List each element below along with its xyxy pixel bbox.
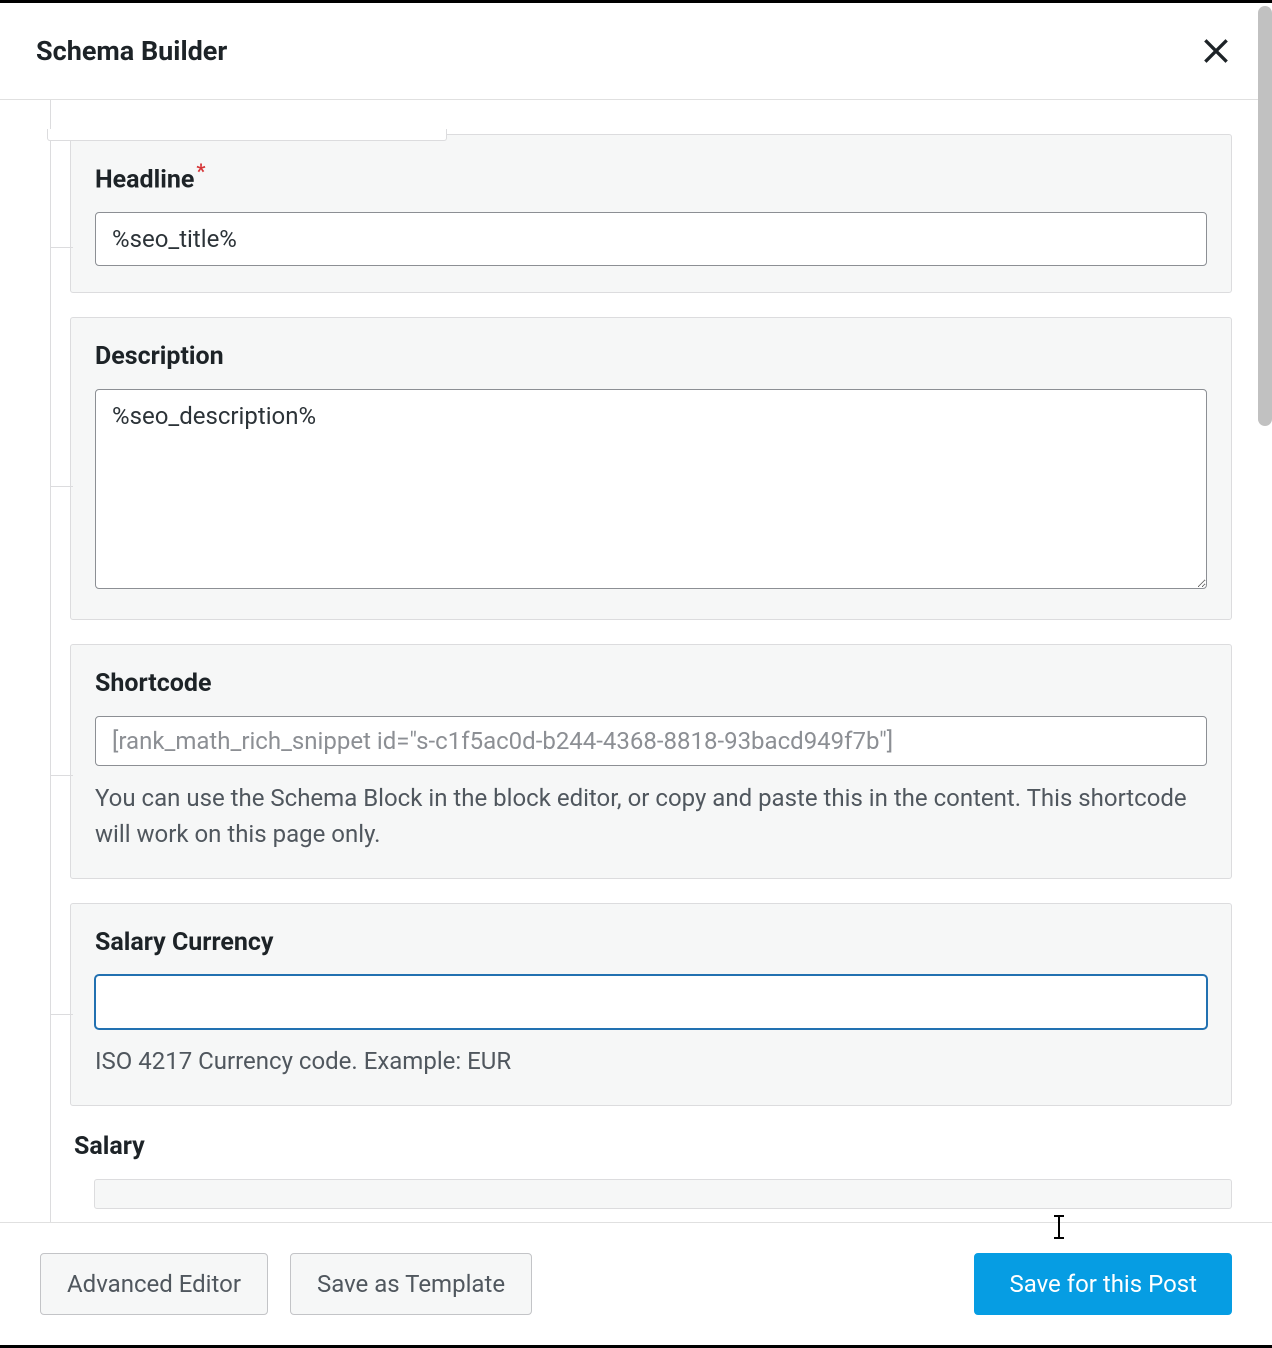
tree-branch (51, 1014, 73, 1015)
scrollbar-thumb[interactable] (1258, 6, 1272, 426)
modal-header: Schema Builder (0, 3, 1272, 100)
salary-currency-field-group: Salary Currency ISO 4217 Currency code. … (70, 903, 1232, 1106)
advanced-editor-button[interactable]: Advanced Editor (40, 1253, 268, 1315)
save-for-post-button[interactable]: Save for this Post (974, 1253, 1232, 1315)
shortcode-field-group: Shortcode You can use the Schema Block i… (70, 644, 1232, 879)
modal-body: Headline* Description %seo_description% … (0, 100, 1272, 1280)
salary-sub-group (94, 1179, 1232, 1209)
tree-branch (51, 775, 73, 776)
save-as-template-button[interactable]: Save as Template (290, 1253, 532, 1315)
close-button[interactable] (1196, 31, 1236, 71)
salary-currency-label: Salary Currency (95, 928, 1207, 957)
tree-line (50, 100, 51, 1280)
shortcode-help-text: You can use the Schema Block in the bloc… (95, 780, 1207, 852)
salary-section: Salary (70, 1132, 1232, 1209)
description-label: Description (95, 342, 1207, 371)
description-field-group: Description %seo_description% (70, 317, 1232, 620)
headline-field-group: Headline* (70, 134, 1232, 293)
salary-label: Salary (70, 1132, 1232, 1161)
salary-currency-input[interactable] (95, 975, 1207, 1029)
modal-title: Schema Builder (36, 35, 227, 67)
tab-fragment (47, 129, 447, 141)
headline-label-text: Headline (95, 165, 194, 194)
close-icon (1200, 35, 1232, 67)
headline-input[interactable] (95, 212, 1207, 266)
required-indicator: * (196, 159, 205, 183)
modal-footer: Advanced Editor Save as Template Save fo… (0, 1222, 1272, 1345)
description-textarea[interactable]: %seo_description% (95, 389, 1207, 589)
headline-label: Headline* (95, 159, 1207, 194)
tree-branch (51, 486, 73, 487)
tree-branch (51, 247, 73, 248)
shortcode-input[interactable] (95, 716, 1207, 766)
salary-currency-help-text: ISO 4217 Currency code. Example: EUR (95, 1043, 1207, 1079)
shortcode-label: Shortcode (95, 669, 1207, 698)
